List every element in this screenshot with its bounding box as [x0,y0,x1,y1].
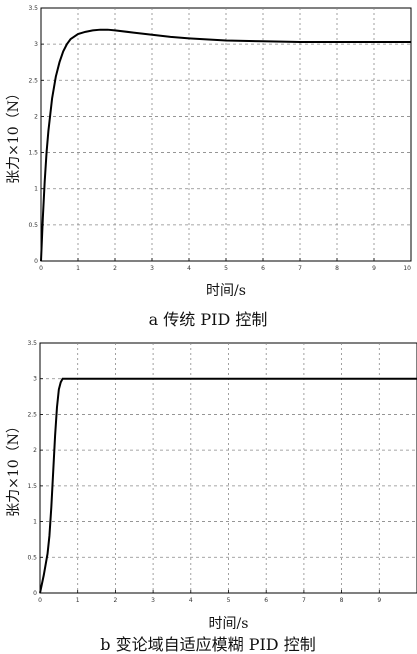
x-tick-label: 0 [39,265,43,272]
y-tick-label: 3 [34,41,38,48]
gridlines-a [40,7,412,262]
tension-curve-b [39,377,417,594]
x-tick-label: 3 [150,265,154,272]
x-tick-label: 4 [187,265,191,272]
x-tick-label: 7 [298,265,302,272]
x-tick-label: 5 [224,265,228,272]
y-tick-label: 2 [34,113,38,120]
y-tick-label: 3 [33,376,37,383]
tick-labels-a: 0 0.5 1 1.5 2 2.5 3 3.5 0 1 2 3 4 5 6 7 8 9 10 [28,5,411,272]
y-tick-label: 3.5 [28,5,38,12]
y-tick-label: 1 [33,519,37,526]
x-tick-label: 8 [340,597,344,604]
y-tick-label: 1.5 [28,150,38,157]
x-tick-label: 8 [335,265,339,272]
y-axis-label-b: 张力×10（N） [6,419,22,517]
x-tick-label: 4 [189,597,193,604]
y-tick-label: 0.5 [28,222,38,229]
x-tick-label: 9 [377,597,381,604]
gridlines-b [39,342,417,594]
y-tick-label: 0.5 [27,554,37,561]
x-tick-label: 6 [264,597,268,604]
y-tick-label: 2 [33,447,37,454]
tick-labels-b: 0 0.5 1 1.5 2 2.5 3 3.5 0 1 2 3 4 5 6 7 8 9 [27,340,381,604]
x-tick-label: 5 [227,597,231,604]
y-tick-label: 3.5 [27,340,37,347]
x-tick-label: 2 [113,265,117,272]
y-tick-label: 0 [33,590,37,597]
x-tick-label: 9 [372,265,376,272]
y-tick-label: 2.5 [27,411,37,418]
chart-panel-a: 0 0.5 1 1.5 2 2.5 3 3.5 0 1 2 3 4 5 6 7 8 9 10 张力×10（N） 时间… [6,5,412,329]
x-tick-label: 10 [403,265,411,272]
y-tick-label: 1 [34,186,38,193]
x-tick-label: 6 [261,265,265,272]
x-tick-label: 3 [151,597,155,604]
y-tick-label: 0 [34,258,38,265]
tension-curve-a [40,28,411,262]
caption-b: b 变论域自适应模糊 PID 控制 [100,635,315,654]
y-axis-label-a: 张力×10（N） [6,86,22,184]
y-tick-label: 2.5 [28,77,38,84]
x-tick-label: 0 [38,597,42,604]
x-axis-label-a: 时间/s [206,283,246,299]
x-tick-label: 1 [76,265,80,272]
x-tick-label: 2 [113,597,117,604]
x-tick-label: 1 [76,597,80,604]
x-axis-label-b: 时间/s [209,616,249,632]
chart-panel-b: 0 0.5 1 1.5 2 2.5 3 3.5 0 1 2 3 4 5 6 7 8 9 张力×10（N） 时间/s… [6,340,417,654]
caption-a: a 传统 PID 控制 [149,310,268,329]
y-tick-label: 1.5 [27,483,37,490]
x-tick-label: 7 [302,597,306,604]
